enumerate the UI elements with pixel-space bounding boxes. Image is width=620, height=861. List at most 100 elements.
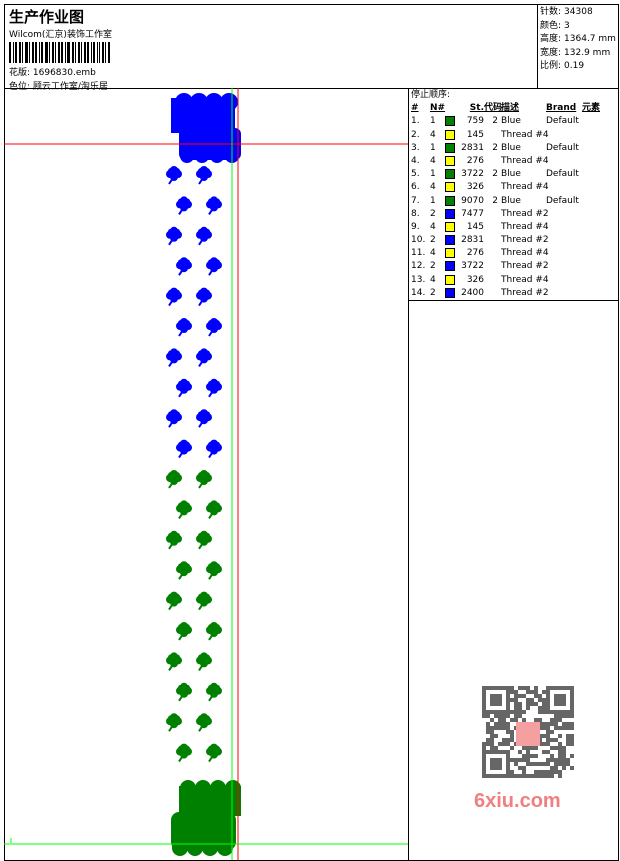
qr-module xyxy=(482,742,486,746)
cell-color xyxy=(445,129,458,142)
barcode-bar xyxy=(83,42,86,63)
barcode-bar xyxy=(15,42,17,63)
qr-module xyxy=(502,722,506,726)
qr-module xyxy=(514,698,518,702)
cell-n: 2 xyxy=(430,208,436,219)
cell-brand xyxy=(546,208,582,221)
qr-module xyxy=(570,722,574,726)
leaf-motif xyxy=(176,622,192,641)
cell-code: 2 xyxy=(492,142,498,153)
qr-module xyxy=(534,754,538,758)
scallop xyxy=(187,840,203,856)
qr-module xyxy=(506,722,510,726)
cell-element xyxy=(582,274,607,287)
qr-module xyxy=(498,742,502,746)
qr-module xyxy=(542,702,546,706)
cell-desc: Thread #2 xyxy=(501,235,549,246)
cell-st: 276 xyxy=(466,155,484,166)
scallop xyxy=(172,840,188,856)
cell-element xyxy=(582,168,607,181)
qr-module xyxy=(522,754,526,758)
qr-module xyxy=(514,758,518,762)
qr-module xyxy=(534,770,538,774)
qr-module xyxy=(526,762,530,766)
cell-n: 4 xyxy=(430,221,436,232)
watermark: 6xiu.com xyxy=(470,680,585,815)
qr-module xyxy=(518,766,522,770)
leaf-motif xyxy=(206,196,222,215)
stats-panel: 针数: 34308 颜色: 3 高度: 1364.7 mm 宽度: 132.9 mm 比例: 0.… xyxy=(537,5,619,88)
cell-color xyxy=(445,181,458,194)
qr-module xyxy=(510,758,514,762)
cell-desc: Thread #2 xyxy=(501,287,549,298)
cell-color xyxy=(445,247,458,260)
qr-module xyxy=(538,698,542,702)
cell-st: 759 xyxy=(466,116,484,127)
cell-code xyxy=(484,129,498,142)
cell-idx: 14. xyxy=(411,287,426,298)
cell-color xyxy=(445,168,458,181)
cell-brand xyxy=(546,234,582,247)
qr-module xyxy=(542,722,546,726)
stat-label: 比例: xyxy=(540,61,562,71)
qr-module xyxy=(494,722,498,726)
qr-module xyxy=(518,714,522,718)
column-header: St. xyxy=(469,103,484,114)
qr-module xyxy=(550,718,554,722)
cell-color xyxy=(445,234,458,247)
page-title: 生产作业图 xyxy=(9,8,85,26)
qr-module xyxy=(518,706,522,710)
cell-code xyxy=(484,247,498,260)
barcode-bar xyxy=(101,42,104,63)
qr-module xyxy=(530,754,534,758)
qr-module xyxy=(538,770,542,774)
cell-color xyxy=(445,221,458,234)
cell-desc: Blue xyxy=(501,169,521,180)
qr-module xyxy=(566,714,570,718)
stat-row: 宽度: 132.9 mm xyxy=(540,47,619,61)
barcode xyxy=(9,42,121,63)
qr-module xyxy=(542,734,546,738)
qr-module xyxy=(482,714,486,718)
color-swatch xyxy=(445,195,455,206)
qr-finder xyxy=(546,686,574,714)
table-row: 8. 2 7477 Thread #2 xyxy=(411,208,616,221)
qr-module xyxy=(498,714,502,718)
color-swatch xyxy=(445,169,455,180)
cell-color xyxy=(445,155,458,168)
cell-st: 2831 xyxy=(461,235,484,246)
cell-n: 1 xyxy=(430,195,436,206)
barcode-bar xyxy=(64,42,66,63)
cell-brand: Default xyxy=(546,116,579,127)
scallop xyxy=(210,149,224,163)
leaf-motif xyxy=(166,226,182,246)
qr-module xyxy=(514,718,518,722)
qr-module xyxy=(538,718,542,722)
qr-module xyxy=(554,738,558,742)
cell-idx: 4. xyxy=(411,155,420,166)
cell-st: 2400 xyxy=(461,287,484,298)
leaf-motif xyxy=(196,470,212,489)
leaf-motif xyxy=(176,682,192,702)
barcode-bar xyxy=(24,42,28,63)
qr-module xyxy=(490,726,494,730)
qr-module xyxy=(514,774,518,778)
qr-module xyxy=(510,734,514,738)
cell-idx: 5. xyxy=(411,169,420,180)
barcode-bar xyxy=(31,42,34,63)
qr-module xyxy=(490,730,494,734)
cell-color xyxy=(445,195,458,208)
qr-module xyxy=(518,694,522,698)
cell-code xyxy=(484,234,498,247)
qr-module xyxy=(510,698,514,702)
cell-brand xyxy=(546,221,582,234)
column-header: 元素 xyxy=(582,103,601,114)
qr-module xyxy=(526,698,530,702)
cell-st: 326 xyxy=(466,274,484,285)
leaf-motif xyxy=(176,378,192,398)
qr-module xyxy=(554,746,558,750)
cell-element xyxy=(582,260,607,273)
qr-module xyxy=(542,742,546,746)
qr-module xyxy=(490,734,494,738)
barcode-bar xyxy=(81,42,82,63)
